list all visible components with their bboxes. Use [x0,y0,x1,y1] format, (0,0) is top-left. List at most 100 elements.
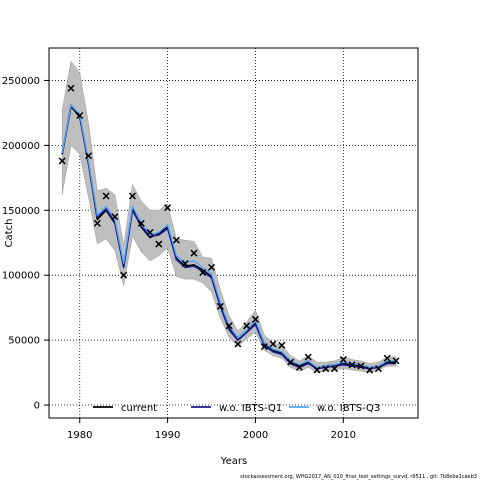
y-tick-label: 50000 [8,336,40,347]
observed-point [348,361,356,369]
observed-point [199,269,207,277]
observed-point [120,271,128,279]
observed-point-stroke [304,353,312,361]
confidence-band-area [61,60,397,373]
observed-point [243,322,251,330]
observed-point-stroke [243,322,251,330]
observed-point [164,204,172,212]
observed-point [234,340,242,348]
observed-point-stroke [339,356,347,364]
observed-point [190,249,198,257]
legend: current w.o. IBTS-Q1 w.o. IBTS-Q3 [93,403,380,414]
x-axis-title: Years [220,456,247,467]
observed-point [181,259,189,268]
observed-point [93,219,101,227]
observed-point [313,366,321,374]
y-tick-label: 0 [34,401,40,412]
observed-point-stroke [146,228,154,236]
observed-point-stroke [313,366,321,374]
observed-point [67,84,75,92]
observed-point-stroke [392,357,400,365]
legend-item: current [93,403,157,414]
observed-point-stroke [366,366,374,374]
observed-point-stroke [216,302,224,310]
observed-point [269,340,277,348]
observed-markers [58,84,400,374]
observed-point-stroke [269,340,277,348]
confidence-band [61,60,397,373]
observed-point [146,228,154,236]
observed-point [295,363,303,371]
observed-point-stroke [348,361,356,369]
observed-point [392,357,400,365]
y-tick-label: 150000 [2,206,40,217]
observed-point [225,322,233,330]
observed-point-stroke [278,341,286,349]
observed-point-stroke [208,263,216,271]
observed-point [128,192,136,200]
legend-label: current [121,403,157,414]
observed-point [339,356,347,364]
observed-point-stroke [76,111,84,120]
legend-label: w.o. IBTS-Q1 [219,403,282,414]
observed-point-stroke [164,204,172,212]
observed-point-stroke [128,192,136,200]
observed-point-stroke [331,365,339,373]
observed-point-stroke [67,84,75,92]
observed-point [278,341,286,349]
observed-point-stroke [295,363,303,371]
observed-point [357,362,365,370]
observed-point-stroke [374,365,382,373]
observed-point-stroke [251,315,259,323]
observed-point-stroke [181,259,189,268]
observed-point [374,365,382,373]
observed-point [208,263,216,271]
observed-point [251,315,259,323]
observed-point-stroke [322,365,330,373]
x-tick-label: 1990 [155,430,180,441]
observed-point-stroke [234,340,242,348]
x-tick-label: 2010 [331,430,356,441]
observed-point [322,365,330,373]
x-tick-label: 2000 [243,430,268,441]
observed-point [287,358,295,366]
y-tick-label: 200000 [2,141,40,152]
observed-point [304,353,312,361]
observed-point [76,111,84,120]
observed-point [111,213,119,221]
observed-point-stroke [260,343,268,351]
observed-point [366,366,374,374]
observed-point [137,219,145,227]
observed-point [85,152,93,160]
observed-point-stroke [102,192,110,200]
observed-point-stroke [120,271,128,279]
observed-point [172,236,180,244]
observed-point-stroke [93,219,101,227]
y-axis-title: Catch [4,219,15,248]
observed-point-stroke [190,249,198,257]
observed-point [383,354,391,362]
y-tick-label: 250000 [2,76,40,87]
observed-point-stroke [225,322,233,330]
legend-item: w.o. IBTS-Q1 [191,403,282,414]
y-axis: 0 50000 100000 150000 200000 250000 [2,76,49,412]
observed-point-stroke [199,269,207,277]
observed-point [216,302,224,310]
observed-point [260,343,268,351]
observed-point [58,157,66,165]
observed-point-stroke [58,157,66,165]
observed-point-stroke [137,219,145,227]
observed-point-stroke [85,152,93,160]
observed-point [331,365,339,373]
legend-label: w.o. IBTS-Q3 [317,403,380,414]
observed-point-stroke [383,354,391,362]
observed-point-stroke [155,240,163,248]
x-axis: 1980 1990 2000 2010 [67,418,356,441]
y-tick-label: 100000 [2,271,40,282]
x-tick-label: 1980 [67,430,92,441]
footer-note: stockassessment.org, WHG2017_AN_010_fina… [240,474,477,480]
observed-point-stroke [357,362,365,370]
legend-item: w.o. IBTS-Q3 [289,403,380,414]
observed-point-stroke [111,213,119,221]
